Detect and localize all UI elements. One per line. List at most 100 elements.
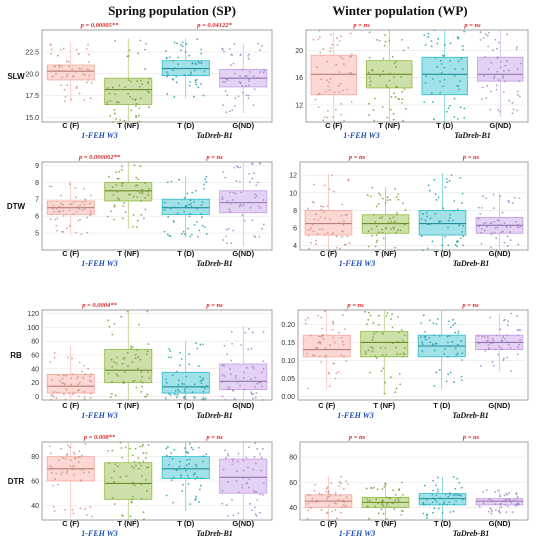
data-point	[141, 83, 143, 86]
data-point	[390, 228, 393, 230]
data-point	[175, 396, 178, 399]
category-label: G(ND)	[489, 249, 511, 258]
data-point	[385, 84, 388, 87]
data-point	[496, 57, 499, 59]
data-point	[387, 497, 390, 499]
data-point	[90, 194, 92, 197]
data-point	[221, 198, 224, 201]
data-point	[186, 474, 189, 477]
data-point	[182, 483, 184, 486]
data-point	[109, 114, 112, 117]
data-point	[224, 449, 226, 452]
data-point	[176, 388, 179, 391]
data-point	[226, 94, 229, 97]
data-point	[517, 334, 519, 337]
data-point	[328, 372, 331, 375]
data-point	[391, 326, 394, 329]
data-point	[137, 52, 139, 55]
data-point	[347, 483, 349, 486]
data-point	[68, 65, 70, 68]
data-point	[345, 480, 347, 483]
data-point	[180, 358, 183, 360]
data-point	[172, 476, 175, 479]
data-point	[197, 86, 200, 89]
data-point	[451, 340, 454, 343]
data-point	[51, 471, 53, 474]
data-point	[119, 475, 122, 478]
data-point	[342, 499, 344, 502]
data-point	[254, 193, 256, 196]
data-point	[71, 68, 74, 70]
data-point	[506, 493, 509, 496]
data-point	[195, 83, 198, 86]
data-point	[344, 309, 347, 312]
data-point	[335, 372, 338, 375]
category-label: G(ND)	[232, 121, 254, 130]
data-point	[64, 398, 67, 401]
data-point	[453, 97, 456, 100]
data-point	[54, 65, 56, 68]
y-axis-label: DTR	[8, 477, 25, 486]
data-point	[201, 201, 204, 204]
data-point	[341, 506, 343, 508]
data-point	[386, 199, 389, 202]
data-point	[382, 70, 385, 73]
data-point	[250, 391, 253, 394]
data-point	[317, 314, 320, 317]
data-point	[386, 85, 388, 88]
data-point	[312, 38, 315, 41]
data-point	[454, 347, 457, 350]
data-point	[118, 84, 121, 87]
data-point	[479, 31, 482, 33]
data-point	[447, 226, 449, 229]
data-point	[479, 39, 482, 41]
data-point	[436, 66, 439, 68]
data-point	[484, 56, 487, 58]
data-point	[225, 111, 228, 114]
data-point	[428, 503, 431, 506]
gene-label-dreb: TaDreb-B1	[453, 259, 490, 268]
data-point	[140, 199, 143, 202]
data-point	[221, 364, 224, 367]
data-point	[111, 333, 114, 336]
data-point	[130, 345, 132, 348]
data-point	[343, 501, 346, 503]
data-point	[428, 319, 431, 322]
data-point	[224, 456, 227, 459]
data-point	[78, 361, 81, 364]
data-point	[340, 35, 343, 38]
data-point	[441, 512, 444, 514]
data-point	[145, 456, 147, 459]
data-point	[489, 108, 492, 111]
data-point	[456, 343, 459, 346]
data-point	[231, 463, 234, 466]
data-point	[446, 503, 448, 506]
data-point	[199, 376, 202, 378]
data-point	[229, 191, 232, 194]
data-point	[54, 218, 57, 221]
data-point	[315, 239, 317, 242]
data-point	[82, 376, 85, 379]
data-point	[477, 342, 480, 345]
data-point	[390, 220, 393, 223]
data-point	[65, 388, 68, 391]
data-point	[326, 116, 329, 119]
data-point	[126, 55, 129, 58]
data-point	[123, 201, 125, 204]
category-label: T (D)	[436, 121, 454, 130]
data-point	[196, 235, 199, 238]
data-point	[492, 342, 495, 345]
data-point	[426, 498, 428, 501]
data-point	[457, 330, 460, 333]
data-point	[222, 104, 225, 107]
data-point	[401, 481, 403, 484]
data-point	[386, 116, 389, 119]
data-point	[88, 74, 91, 77]
data-point	[200, 216, 203, 219]
data-point	[116, 374, 119, 377]
data-point	[225, 228, 228, 231]
data-point	[135, 226, 138, 228]
data-point	[345, 359, 348, 362]
data-point	[449, 59, 451, 62]
